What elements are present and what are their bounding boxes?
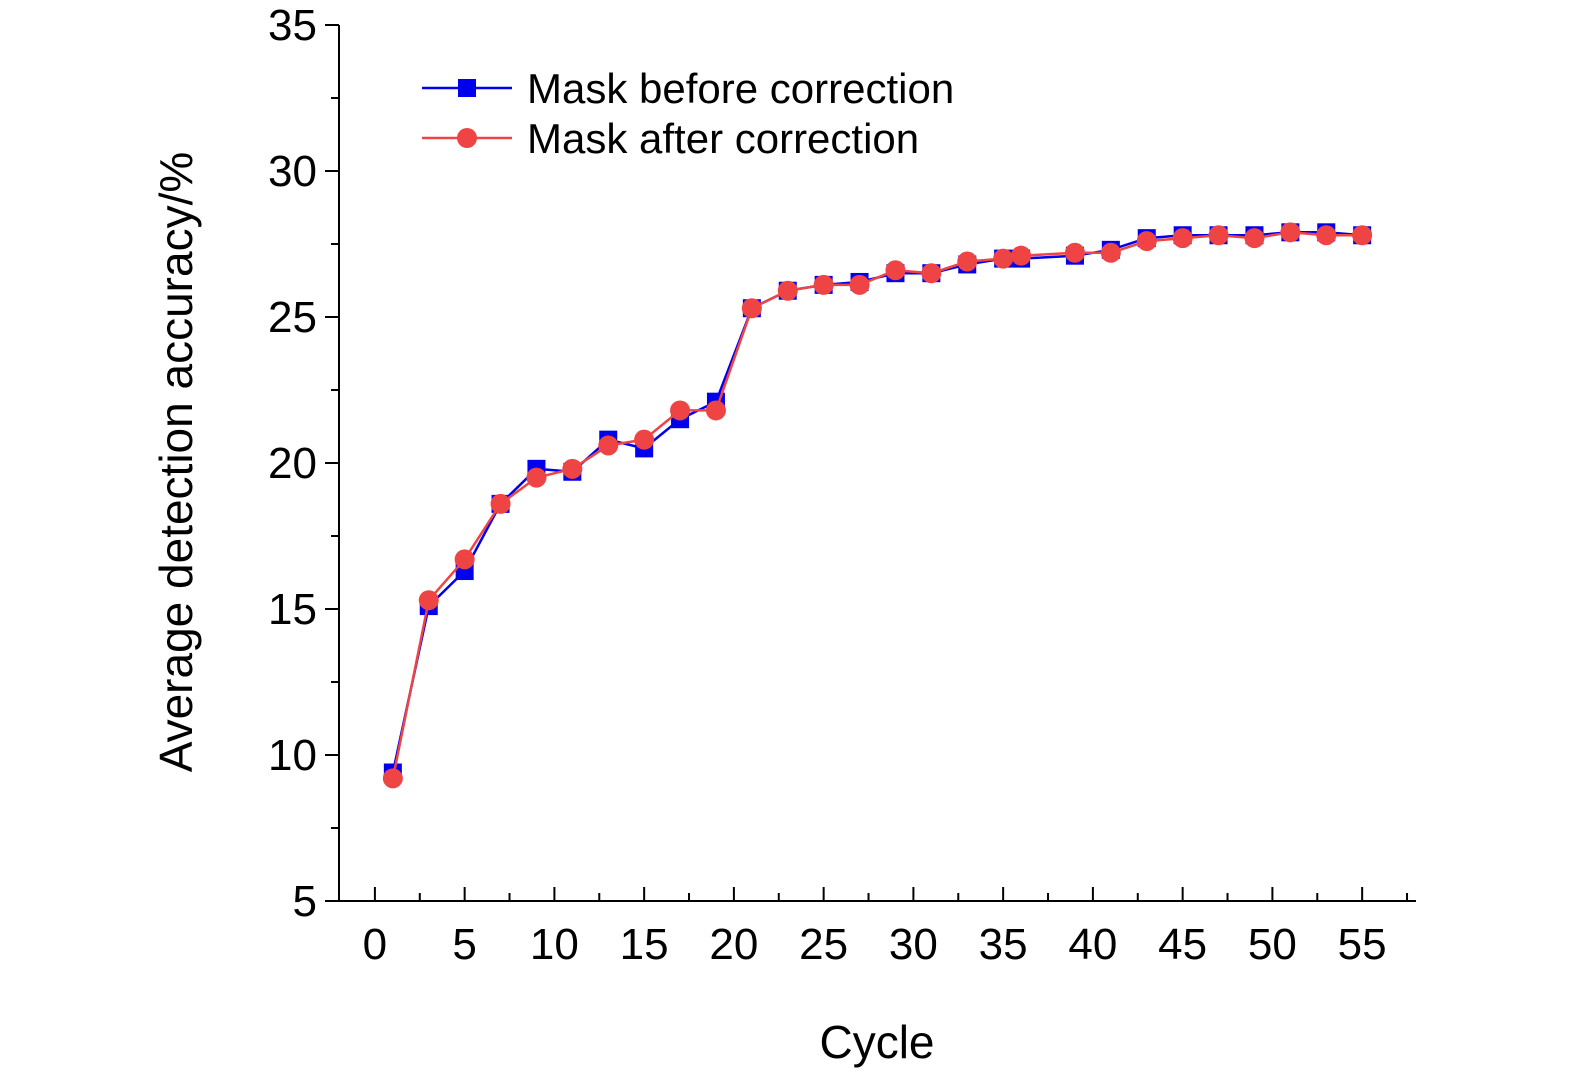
- data-point-circle: [705, 400, 726, 421]
- data-point-circle: [741, 298, 762, 319]
- data-point-circle: [921, 263, 942, 284]
- x-tick-label: 20: [709, 920, 758, 969]
- x-tick-label: 0: [363, 920, 387, 969]
- data-point-circle: [598, 435, 619, 456]
- x-tick-label: 30: [889, 920, 938, 969]
- series-line: [391, 231, 1363, 779]
- x-tick-label: 45: [1158, 920, 1207, 969]
- x-tick-label: 25: [799, 920, 848, 969]
- data-point-circle: [1136, 231, 1157, 252]
- y-tick-label: 15: [268, 585, 317, 634]
- y-tick-label: 25: [268, 293, 317, 342]
- data-point-circle: [849, 274, 870, 295]
- data-point-circle: [993, 248, 1014, 269]
- data-point-circle: [1011, 245, 1032, 266]
- legend-item-1: Mask after correction: [422, 115, 919, 162]
- data-point-circle: [418, 590, 439, 611]
- x-tick-label: 15: [620, 920, 669, 969]
- data-point-circle: [1352, 225, 1373, 246]
- data-point-circle: [1064, 242, 1085, 263]
- data-point-circle: [1280, 222, 1301, 243]
- series-line: [391, 231, 1363, 773]
- data-point-circle: [1316, 225, 1337, 246]
- data-point-circle: [777, 280, 798, 301]
- x-tick-label: 40: [1068, 920, 1117, 969]
- legend-item-0: Mask before correction: [422, 65, 954, 112]
- y-tick-label: 5: [293, 877, 317, 926]
- data-point-circle: [813, 274, 834, 295]
- x-axis-title: Cycle: [819, 1016, 934, 1068]
- x-tick-label: 35: [979, 920, 1028, 969]
- data-point-circle: [382, 768, 403, 789]
- data-point-circle: [670, 400, 691, 421]
- data-point-circle: [1100, 242, 1121, 263]
- y-tick-label: 20: [268, 439, 317, 488]
- series-layer: [382, 222, 1373, 789]
- x-tick-label: 50: [1248, 920, 1297, 969]
- legend-marker-square: [458, 79, 476, 97]
- y-axis-title: Average detection accuracy/%: [150, 152, 202, 773]
- data-point-circle: [1244, 228, 1265, 249]
- data-point-circle: [957, 251, 978, 272]
- legend-label: Mask before correction: [527, 65, 954, 112]
- data-point-circle: [562, 458, 583, 479]
- y-tick-label: 30: [268, 147, 317, 196]
- data-point-circle: [490, 493, 511, 514]
- data-point-circle: [1172, 228, 1193, 249]
- series-0: [383, 223, 1372, 782]
- legend-label: Mask after correction: [527, 115, 919, 162]
- y-tick-label: 10: [268, 731, 317, 780]
- data-point-circle: [885, 260, 906, 281]
- x-tick-label: 5: [452, 920, 476, 969]
- x-tick-label: 10: [530, 920, 579, 969]
- y-tick-label: 35: [268, 1, 317, 50]
- data-point-circle: [526, 467, 547, 488]
- legend-marker-circle: [457, 128, 477, 148]
- data-point-circle: [454, 549, 475, 570]
- data-point-circle: [634, 429, 655, 450]
- series-1: [382, 222, 1373, 789]
- x-tick-label: 55: [1338, 920, 1387, 969]
- data-point-circle: [1208, 225, 1229, 246]
